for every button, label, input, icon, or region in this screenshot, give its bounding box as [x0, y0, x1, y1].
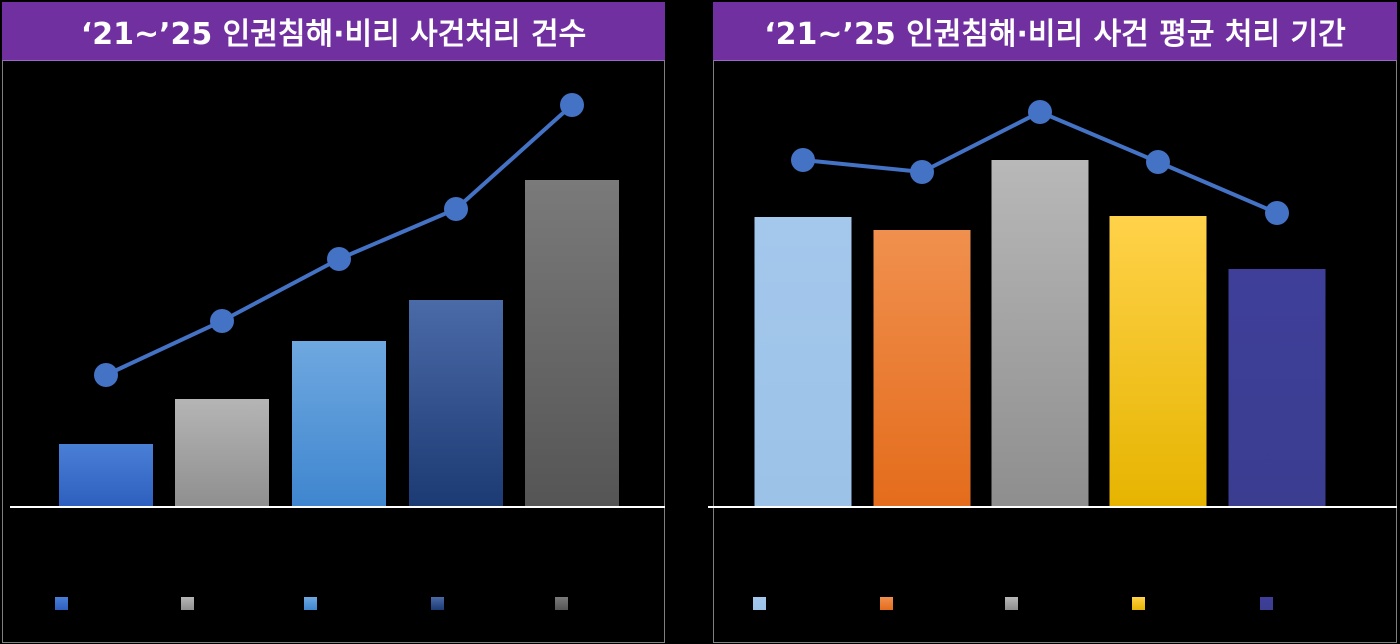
bar: [873, 230, 971, 506]
legend-swatch: [555, 597, 568, 610]
plot-frame-right: [713, 60, 1397, 643]
bar: [59, 444, 153, 506]
legend-swatch: [304, 597, 317, 610]
plot-frame-left: [2, 60, 665, 643]
line-marker: [791, 148, 815, 172]
legend-swatch: [1005, 597, 1018, 610]
legend-swatch: [55, 597, 68, 610]
line-marker: [910, 160, 934, 184]
legend-swatch: [880, 597, 893, 610]
legend-swatch: [431, 597, 444, 610]
line-marker: [1265, 201, 1289, 225]
line-marker: [94, 363, 118, 387]
line-marker: [210, 309, 234, 333]
line-marker: [1028, 100, 1052, 124]
bar: [1228, 269, 1326, 506]
bar: [754, 217, 852, 506]
line-marker: [1146, 150, 1170, 174]
line-marker: [560, 93, 584, 117]
legend-swatch: [1132, 597, 1145, 610]
bar: [292, 341, 386, 506]
line-marker: [444, 197, 468, 221]
bar: [175, 399, 269, 506]
bar: [409, 300, 503, 506]
legend-swatch: [753, 597, 766, 610]
legend-swatch: [181, 597, 194, 610]
chart-title-right: ‘21~’25 인권침해·비리 사건 평균 처리 기간: [713, 2, 1397, 61]
chart-title-left: ‘21~’25 인권침해·비리 사건처리 건수: [2, 2, 665, 61]
bar: [1109, 216, 1207, 506]
line-marker: [327, 247, 351, 271]
legend-swatch: [1260, 597, 1273, 610]
bar: [525, 180, 619, 506]
bar: [991, 160, 1089, 506]
